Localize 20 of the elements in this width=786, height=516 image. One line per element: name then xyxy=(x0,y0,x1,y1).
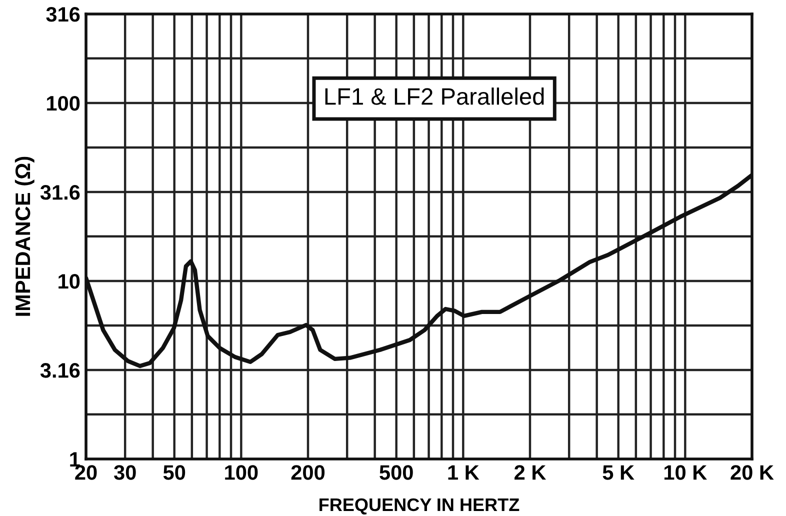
x-tick-label: 1 K xyxy=(448,465,480,480)
x-tick-label: 2 K xyxy=(514,465,546,480)
y-axis-title: IMPEDANCE (Ω) xyxy=(14,156,34,316)
x-tick-label: 100 xyxy=(225,465,258,480)
y-tick-label: 1 xyxy=(70,452,80,467)
y-tick-label: 3.16 xyxy=(40,363,80,378)
x-tick-label: 20 xyxy=(75,465,97,480)
y-tick-label: 31.6 xyxy=(40,185,80,200)
x-tick-label: 50 xyxy=(163,465,186,480)
x-tick-label: 200 xyxy=(291,465,325,480)
x-tick-label: 30 xyxy=(114,465,136,480)
annotation: LF1 & LF2 Paralleled xyxy=(325,88,544,105)
y-tick-label: 10 xyxy=(58,274,80,289)
x-tick-label: 10 K xyxy=(664,465,707,480)
x-tick-label: 500 xyxy=(380,465,413,480)
y-tick-label: 316 xyxy=(46,7,80,22)
x-tick-label: 5 K xyxy=(602,465,634,480)
x-tick-label: 20 K xyxy=(730,465,774,480)
y-tick-label: 100 xyxy=(47,96,80,111)
x-axis-title: FREQUENCY IN HERTZ xyxy=(320,498,520,514)
